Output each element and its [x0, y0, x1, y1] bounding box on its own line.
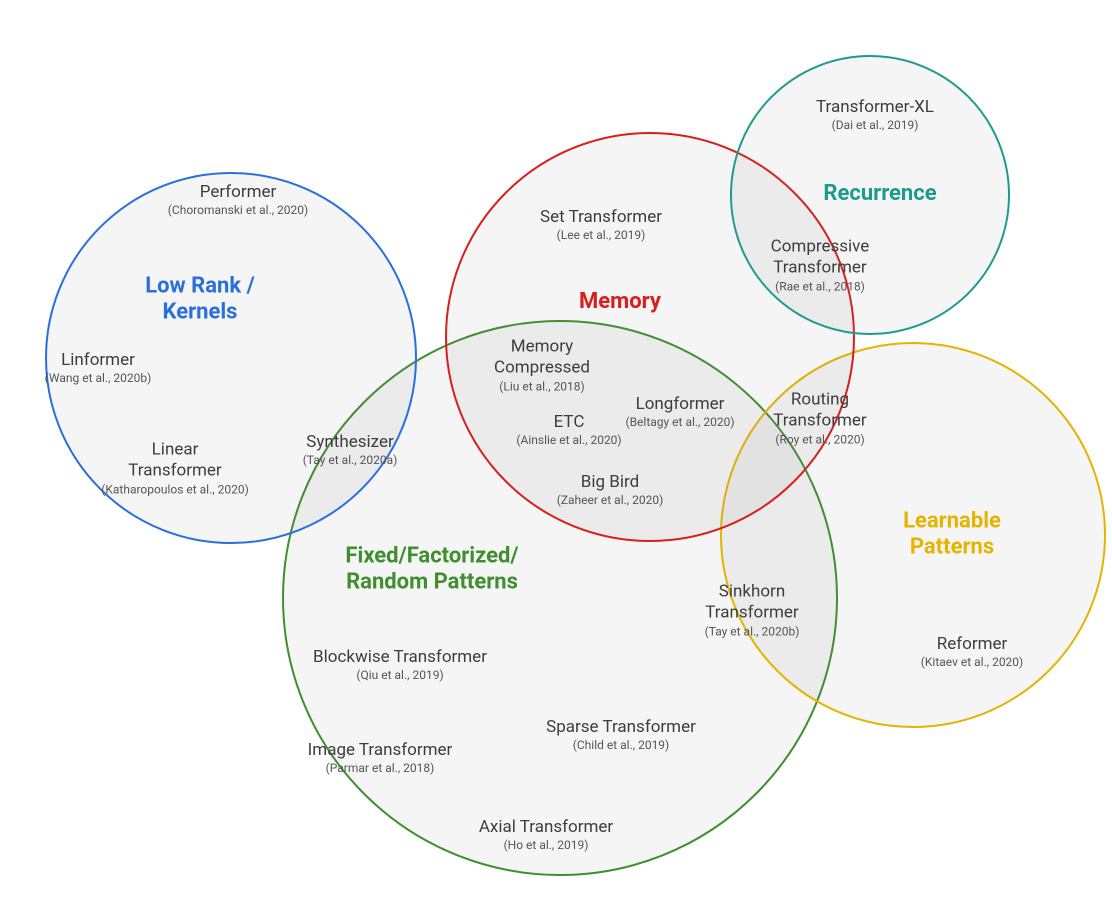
item-title: Transformer-XL [816, 97, 934, 118]
item-title: Linformer [45, 350, 152, 371]
label-patterns: Fixed/Factorized/ Random Patterns [345, 544, 518, 597]
item-title: Memory Compressed [494, 336, 590, 379]
item-compressive-transformer: Compressive Transformer (Rae et al., 201… [771, 236, 870, 294]
item-cite: (Dai et al., 2019) [816, 118, 934, 133]
item-linformer: Linformer (Wang et al., 2020b) [45, 350, 152, 386]
item-title: Sinkhorn Transformer [705, 581, 800, 624]
item-sparse-transformer: Sparse Transformer (Child et al., 2019) [546, 717, 696, 753]
label-memory: Memory [579, 289, 661, 315]
item-cite: (Beltagy et al., 2020) [625, 415, 734, 430]
item-cite: (Kitaev et al., 2020) [921, 655, 1023, 670]
item-title: Compressive Transformer [771, 236, 870, 279]
item-title: Axial Transformer [479, 817, 613, 838]
venn-diagram: Low Rank / Kernels Memory Recurrence Fix… [0, 0, 1112, 908]
item-cite: (Ainslie et al., 2020) [516, 433, 621, 448]
item-set-transformer: Set Transformer (Lee et al., 2019) [540, 207, 662, 243]
item-cite: (Liu et al., 2018) [494, 379, 590, 394]
item-title: Longformer [625, 394, 734, 415]
item-cite: (Tay et al., 2020b) [705, 624, 800, 639]
item-cite: (Roy et al., 2020) [773, 432, 866, 447]
item-cite: (Tay et al., 2020a) [303, 453, 398, 468]
item-cite: (Parmar et al., 2018) [308, 761, 453, 776]
label-learnable: Learnable Patterns [903, 509, 1001, 562]
item-etc: ETC (Ainslie et al., 2020) [516, 412, 621, 448]
item-routing-transformer: Routing Transformer (Roy et al., 2020) [773, 389, 866, 447]
item-cite: (Zaheer et al., 2020) [557, 493, 664, 508]
item-cite: (Choromanski et al., 2020) [168, 203, 308, 218]
item-cite: (Rae et al., 2018) [771, 279, 870, 294]
item-cite: (Child et al., 2019) [546, 738, 696, 753]
item-performer: Performer (Choromanski et al., 2020) [168, 182, 308, 218]
item-transformer-xl: Transformer-XL (Dai et al., 2019) [816, 97, 934, 133]
item-reformer: Reformer (Kitaev et al., 2020) [921, 634, 1023, 670]
item-blockwise-transformer: Blockwise Transformer (Qiu et al., 2019) [313, 647, 487, 683]
item-title: ETC [516, 412, 621, 433]
label-recurrence: Recurrence [823, 181, 936, 207]
item-title: Reformer [921, 634, 1023, 655]
item-title: Image Transformer [308, 740, 453, 761]
item-title: Big Bird [557, 472, 664, 493]
item-axial-transformer: Axial Transformer (Ho et al., 2019) [479, 817, 613, 853]
item-title: Sparse Transformer [546, 717, 696, 738]
item-title: Performer [168, 182, 308, 203]
item-image-transformer: Image Transformer (Parmar et al., 2018) [308, 740, 453, 776]
item-cite: (Ho et al., 2019) [479, 838, 613, 853]
item-sinkhorn-transformer: Sinkhorn Transformer (Tay et al., 2020b) [705, 581, 800, 639]
item-title: Linear Transformer [101, 439, 249, 482]
item-linear-transformer: Linear Transformer (Katharopoulos et al.… [101, 439, 249, 497]
item-title: Set Transformer [540, 207, 662, 228]
item-title: Synthesizer [303, 432, 398, 453]
item-cite: (Katharopoulos et al., 2020) [101, 482, 249, 497]
item-big-bird: Big Bird (Zaheer et al., 2020) [557, 472, 664, 508]
item-title: Blockwise Transformer [313, 647, 487, 668]
item-cite: (Wang et al., 2020b) [45, 371, 152, 386]
item-cite: (Lee et al., 2019) [540, 228, 662, 243]
item-title: Routing Transformer [773, 389, 866, 432]
item-cite: (Qiu et al., 2019) [313, 668, 487, 683]
label-lowrank: Low Rank / Kernels [145, 274, 255, 327]
item-longformer: Longformer (Beltagy et al., 2020) [625, 394, 734, 430]
item-synthesizer: Synthesizer (Tay et al., 2020a) [303, 432, 398, 468]
item-memory-compressed: Memory Compressed (Liu et al., 2018) [494, 336, 590, 394]
